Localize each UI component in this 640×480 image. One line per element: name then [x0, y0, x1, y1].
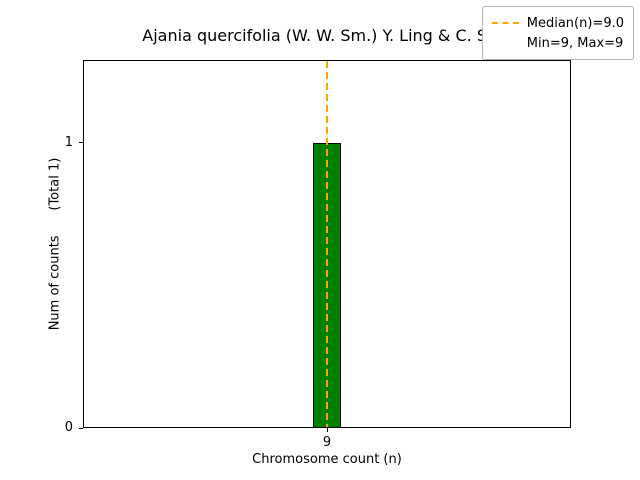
y-tick-label: 0	[64, 420, 73, 435]
legend-label-median: Median(n)=9.0	[526, 15, 624, 31]
y-axis-label: Num of counts (Total 1)	[47, 157, 63, 331]
median-line	[326, 61, 328, 427]
legend-item-minmax: Min=9, Max=9	[492, 33, 624, 53]
x-axis-label: Chromosome count (n)	[252, 452, 402, 467]
legend: Median(n)=9.0 Min=9, Max=9	[481, 6, 634, 60]
median-dashed-line-icon	[491, 22, 519, 24]
legend-item-median: Median(n)=9.0	[491, 13, 624, 33]
x-tick-label: 9	[322, 435, 332, 450]
y-tick-mark	[79, 427, 83, 429]
y-tick-mark	[79, 142, 83, 144]
chart-title: Ajania quercifolia (W. W. Sm.) Y. Ling &…	[142, 26, 512, 45]
legend-label-minmax: Min=9, Max=9	[526, 35, 624, 51]
y-tick-label: 1	[64, 134, 73, 150]
x-tick-mark	[326, 428, 328, 432]
dash-swatch	[491, 22, 519, 24]
